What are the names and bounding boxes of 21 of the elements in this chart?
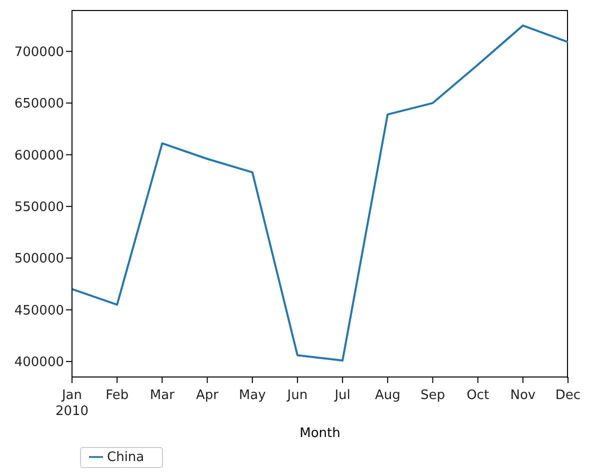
x-tick-label: Sep: [420, 388, 445, 403]
x-tick-label: Jan 2010: [55, 388, 89, 419]
x-axis-title: Month: [300, 426, 340, 441]
y-tick-label: 450000: [14, 303, 64, 318]
x-tick-label: Jun: [286, 388, 308, 403]
y-tick-label: 600000: [14, 148, 64, 164]
x-tick-label: Oct: [466, 388, 490, 403]
x-tick-label: Feb: [106, 388, 129, 403]
x-tick-label: Jul: [334, 388, 350, 403]
x-tick-label: Aug: [374, 388, 400, 403]
y-tick-label: 700000: [14, 44, 64, 60]
y-tick-label: 550000: [14, 200, 64, 216]
x-tick-label: Nov: [510, 388, 536, 403]
x-tick-label: May: [238, 388, 266, 403]
legend-label: China: [107, 450, 144, 465]
y-tick-label: 650000: [14, 96, 64, 112]
y-tick-label: 400000: [14, 355, 64, 370]
y-tick-label: 500000: [14, 252, 64, 267]
x-tick-label: Mar: [150, 388, 176, 403]
x-tick-label: Apr: [196, 388, 220, 403]
x-tick-label: Dec: [555, 388, 581, 403]
